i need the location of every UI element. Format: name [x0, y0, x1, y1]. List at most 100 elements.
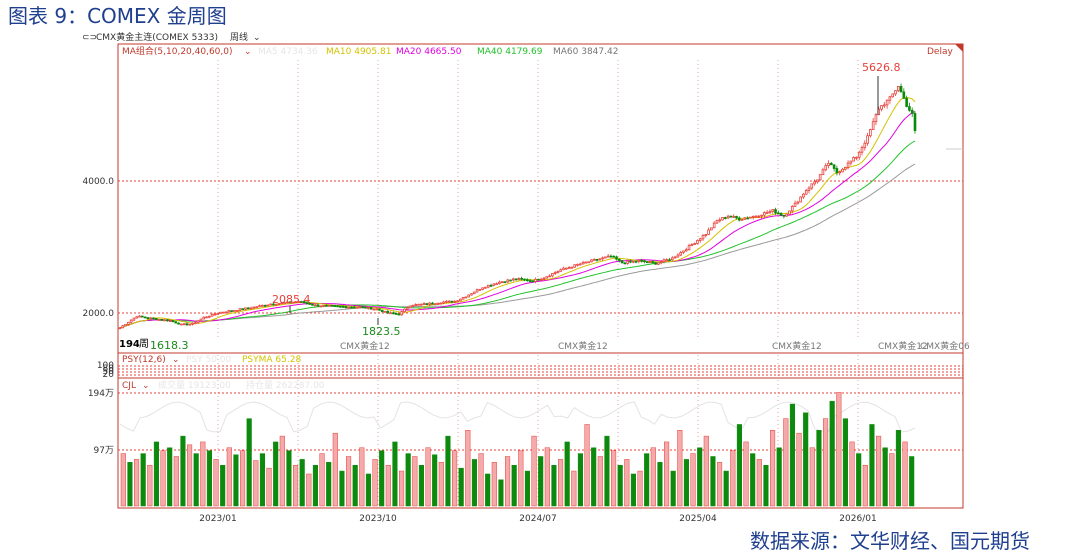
- candle-body: [615, 256, 618, 260]
- candle-body: [523, 278, 526, 281]
- candle-body: [838, 171, 841, 174]
- open-interest-line: [119, 401, 916, 433]
- volume-bar: [783, 418, 789, 507]
- candle-body: [855, 156, 858, 159]
- candle-body: [908, 106, 911, 111]
- volume-bar: [292, 464, 299, 507]
- candle-body: [445, 300, 448, 303]
- candle-body: [592, 258, 596, 261]
- volume-bar: [650, 447, 656, 507]
- volume-bar: [498, 479, 504, 507]
- candle-body: [428, 302, 431, 305]
- ma-legend-title[interactable]: MA组合(5,10,20,40,60,0): [122, 45, 233, 57]
- ma10-value: MA10 4905.81: [326, 47, 391, 57]
- candle-body: [740, 218, 744, 221]
- candle-body: [397, 313, 401, 316]
- volume-bar: [239, 450, 246, 507]
- candle-body: [843, 166, 847, 170]
- volume-bar: [339, 470, 345, 507]
- volume-bar: [326, 462, 332, 507]
- volume-bar: [756, 459, 762, 507]
- candle-body: [442, 301, 445, 304]
- candle-body: [182, 323, 186, 326]
- volume-bar: [147, 464, 153, 507]
- link-icon[interactable]: ⊂⊃: [82, 33, 97, 43]
- volume-bar: [471, 459, 478, 507]
- candle-body: [503, 281, 507, 284]
- candle-body: [910, 109, 914, 114]
- candle-body: [768, 210, 772, 213]
- low-label: 1618.3: [150, 339, 189, 352]
- volume-bar: [564, 441, 570, 507]
- candle-body: [272, 303, 275, 306]
- volume-bar: [544, 447, 550, 507]
- volume-bar: [763, 464, 769, 507]
- volume-bar: [345, 456, 352, 507]
- candle-body: [830, 162, 833, 166]
- volume-bar: [405, 453, 411, 507]
- volume-bar: [352, 464, 358, 507]
- candle-body: [305, 302, 309, 305]
- candle-body: [138, 315, 141, 318]
- candle-body: [590, 259, 593, 263]
- volume-bar: [796, 432, 802, 507]
- candle-body: [846, 162, 850, 168]
- candle-body: [659, 261, 663, 264]
- candle-body: [406, 307, 409, 310]
- chevron-down-icon[interactable]: ⌄: [142, 381, 150, 391]
- volume-bar: [518, 450, 524, 507]
- volume-bar: [511, 464, 517, 507]
- period-selector[interactable]: 周线: [230, 31, 248, 43]
- candle-body: [400, 311, 404, 316]
- candle-body: [171, 320, 175, 323]
- candle-body: [450, 300, 454, 303]
- chevron-down-icon[interactable]: ⌄: [244, 47, 252, 57]
- candle-body: [913, 113, 917, 131]
- candle-body: [765, 212, 769, 214]
- candle-body: [782, 214, 786, 217]
- volume-bar: [604, 435, 610, 507]
- candle-body: [160, 319, 164, 321]
- candle-body: [749, 216, 752, 219]
- chevron-down-icon[interactable]: ⌄: [253, 33, 261, 43]
- candle-body: [584, 261, 588, 264]
- candle-body: [676, 254, 680, 258]
- candle-body: [790, 206, 794, 212]
- candle-body: [802, 193, 805, 198]
- ma60-line: [119, 163, 916, 329]
- volume-bar: [849, 441, 855, 507]
- candle-body: [874, 114, 878, 123]
- candle-body: [785, 213, 788, 217]
- volume-bar: [869, 424, 875, 507]
- volume-bar: [882, 447, 888, 507]
- candle-body: [486, 284, 490, 288]
- volume-bar: [789, 403, 796, 507]
- volume-bar: [591, 447, 597, 507]
- volume-bar: [120, 453, 126, 507]
- volume-bar: [465, 430, 471, 507]
- volume-bar: [200, 441, 206, 507]
- psy-legend-title[interactable]: PSY(12,6): [122, 355, 166, 365]
- candle-body: [896, 86, 900, 92]
- candle-body: [556, 270, 560, 273]
- candle-body: [196, 320, 200, 324]
- candle-body: [726, 215, 730, 219]
- volume-bar: [193, 453, 199, 507]
- psyma-value: PSYMA 65.28: [242, 355, 301, 365]
- candle-body: [606, 255, 610, 258]
- volume-bar: [551, 464, 557, 507]
- candle-body: [286, 301, 289, 304]
- candle-body: [283, 302, 286, 305]
- volume-bar: [458, 467, 464, 507]
- chevron-down-icon[interactable]: ⌄: [172, 355, 180, 365]
- candle-body: [631, 260, 635, 263]
- source-note: 数据来源：文华财经、国元期货: [750, 529, 1030, 553]
- cjl-legend-title[interactable]: CJL: [122, 381, 136, 391]
- candle-body: [746, 217, 749, 220]
- candle-body: [241, 308, 245, 311]
- candle-body: [774, 209, 777, 214]
- candle-body: [213, 313, 217, 316]
- volume-bar: [836, 392, 842, 507]
- candle-body: [408, 305, 412, 309]
- candle-body: [459, 298, 462, 302]
